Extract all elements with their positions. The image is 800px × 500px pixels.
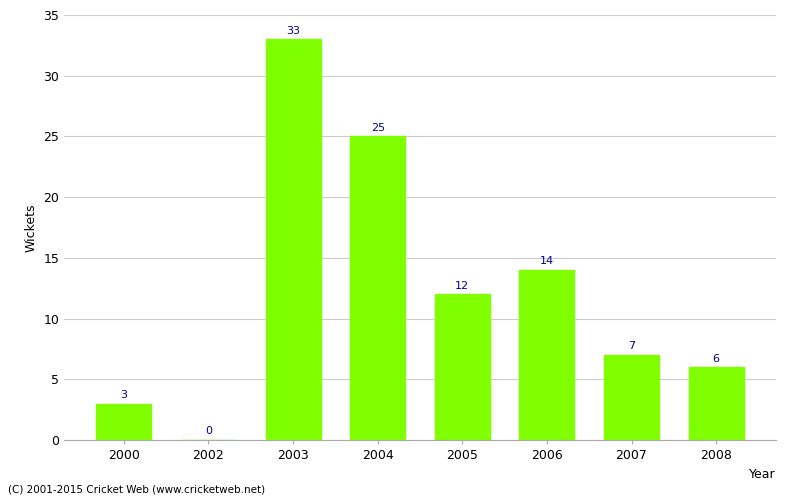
Text: 14: 14 [540, 256, 554, 266]
Bar [689, 367, 744, 440]
Bar [519, 270, 574, 440]
Text: 3: 3 [120, 390, 127, 400]
Text: 33: 33 [286, 26, 300, 36]
X-axis label: Year: Year [750, 468, 776, 480]
Bar [96, 404, 151, 440]
Text: 6: 6 [713, 354, 720, 364]
Text: 0: 0 [205, 426, 212, 436]
Text: 12: 12 [455, 280, 470, 290]
Bar [604, 355, 659, 440]
Text: (C) 2001-2015 Cricket Web (www.cricketweb.net): (C) 2001-2015 Cricket Web (www.cricketwe… [8, 485, 265, 495]
Bar [266, 40, 321, 440]
Bar [435, 294, 490, 440]
Y-axis label: Wickets: Wickets [25, 203, 38, 252]
Bar [350, 136, 405, 440]
Text: 25: 25 [370, 123, 385, 133]
Text: 7: 7 [628, 342, 635, 351]
